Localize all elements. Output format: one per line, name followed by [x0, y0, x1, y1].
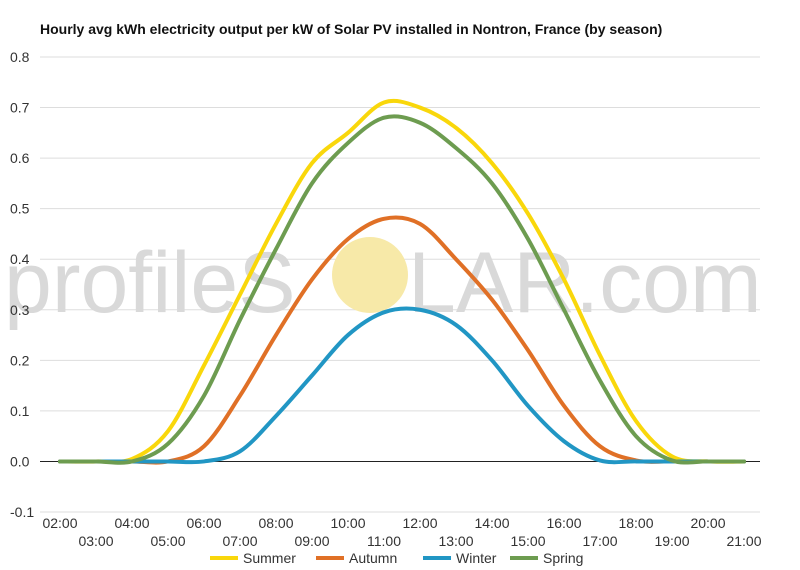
series-lines	[58, 98, 746, 465]
x-tick-label: 14:00	[474, 515, 509, 531]
x-tick-label: 21:00	[726, 533, 761, 549]
y-tick-label: 0.2	[10, 352, 30, 368]
x-tick-label: 05:00	[150, 533, 185, 549]
x-tick-label: 20:00	[690, 515, 725, 531]
watermark-sun-icon	[332, 237, 408, 313]
x-tick-label: 15:00	[510, 533, 545, 549]
series-line-summer	[58, 98, 746, 464]
watermark-text-left: profileS	[4, 235, 296, 331]
x-tick-label: 17:00	[582, 533, 617, 549]
x-tick-label: 02:00	[42, 515, 77, 531]
y-tick-label: 0.6	[10, 150, 30, 166]
series-line-spring	[58, 114, 746, 465]
x-tick-label: 19:00	[654, 533, 689, 549]
legend-label-spring: Spring	[543, 550, 583, 566]
legend-label-winter: Winter	[456, 550, 497, 566]
x-tick-label: 13:00	[438, 533, 473, 549]
legend-label-autumn: Autumn	[349, 550, 397, 566]
y-tick-label: 0.3	[10, 302, 30, 318]
x-tick-label: 12:00	[402, 515, 437, 531]
x-tick-label: 03:00	[78, 533, 113, 549]
x-tick-label: 10:00	[330, 515, 365, 531]
chart-title: Hourly avg kWh electricity output per kW…	[40, 21, 662, 37]
x-tick-label: 06:00	[186, 515, 221, 531]
y-tick-label: 0.4	[10, 251, 30, 267]
watermark: profileS LAR.com	[4, 235, 762, 331]
legend: Summer Autumn Winter Spring	[210, 550, 583, 566]
y-tick-label: 0.1	[10, 403, 30, 419]
x-tick-label: 04:00	[114, 515, 149, 531]
y-tick-label: 0.0	[10, 453, 30, 469]
x-tick-label: 18:00	[618, 515, 653, 531]
x-axis-ticks: 02:0003:0004:0005:0006:0007:0008:0009:00…	[42, 515, 761, 549]
watermark-text-right: LAR.com	[408, 235, 762, 331]
x-tick-label: 08:00	[258, 515, 293, 531]
x-tick-label: 07:00	[222, 533, 257, 549]
y-tick-label: 0.5	[10, 201, 30, 217]
legend-label-summer: Summer	[243, 550, 296, 566]
series-line-winter	[58, 306, 746, 465]
x-tick-label: 11:00	[367, 533, 401, 549]
x-tick-label: 09:00	[294, 533, 329, 549]
x-tick-label: 16:00	[546, 515, 581, 531]
y-tick-label: 0.7	[10, 100, 30, 116]
y-tick-label: -0.1	[10, 504, 34, 520]
y-tick-label: 0.8	[10, 49, 30, 65]
y-axis-ticks: 0.8 0.7 0.6 0.5 0.4 0.3 0.2 0.1 0.0 -0.1	[10, 49, 34, 520]
